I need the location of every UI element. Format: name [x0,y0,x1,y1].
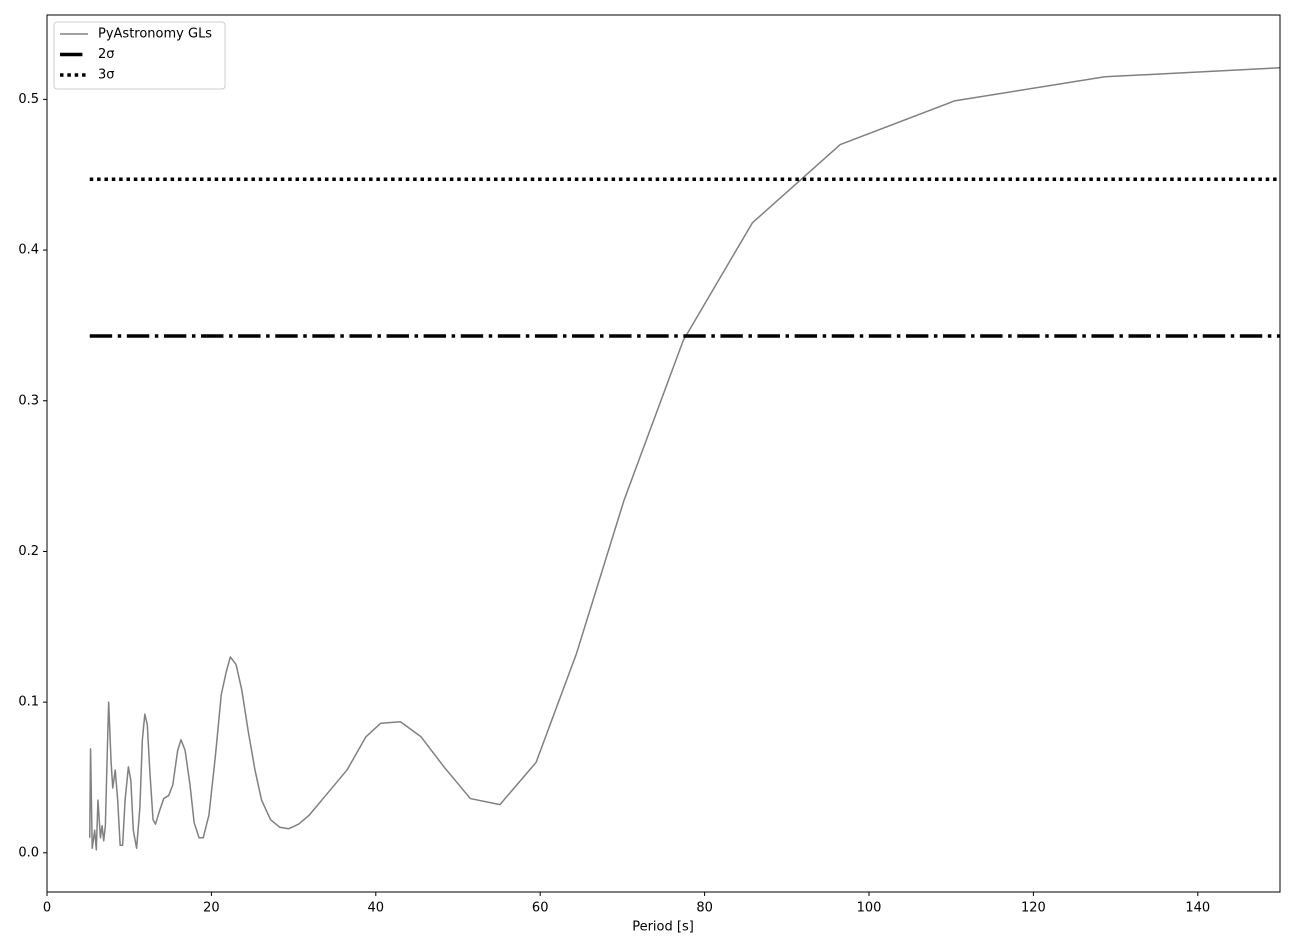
x-tick-label: 120 [1021,901,1046,916]
series-line [88,66,1281,851]
y-tick-label: 0.4 [18,243,39,258]
legend-box [53,21,226,90]
legend-label: PyAstronomy GLs [98,27,212,42]
plot-frame [46,14,1281,893]
y-tick-label: 0.3 [18,393,39,408]
x-tick-label: 140 [1185,901,1210,916]
legend-label: 3σ [98,68,115,83]
x-tick-label: 80 [696,901,713,916]
x-tick-label: 0 [43,901,51,916]
legend-label: 2σ [98,47,115,62]
y-tick-label: 0.5 [18,92,39,107]
y-tick-label: 0.0 [18,845,39,860]
x-tick-label: 40 [368,901,385,916]
y-tick-label: 0.2 [18,544,39,559]
x-tick-label: 20 [203,901,220,916]
x-tick-label: 100 [857,901,882,916]
x-tick-label: 60 [532,901,549,916]
y-tick-label: 0.1 [18,695,39,710]
x-axis-label: Period [s] [632,920,694,935]
